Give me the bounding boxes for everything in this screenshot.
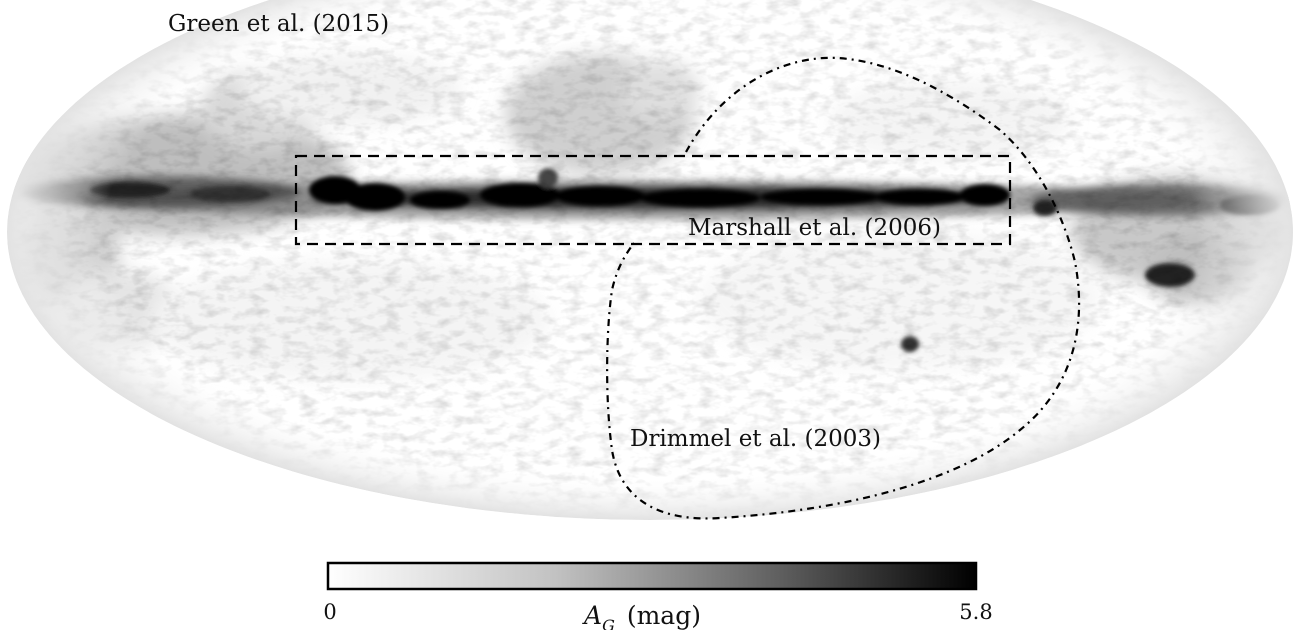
colorbar-subscript: G bbox=[602, 616, 615, 630]
colorbar-unit: (mag) bbox=[627, 601, 701, 630]
green-survey-label: Green et al. (2015) bbox=[168, 11, 389, 37]
colorbar-quantity: A bbox=[582, 601, 602, 630]
colorbar: 0 5.8 AG (mag) bbox=[323, 561, 993, 630]
drimmel-survey-label: Drimmel et al. (2003) bbox=[630, 426, 881, 452]
marshall-survey-boundary bbox=[294, 154, 1012, 246]
marshall-survey-label: Marshall et al. (2006) bbox=[688, 215, 941, 241]
colorbar-max-label: 5.8 bbox=[959, 600, 992, 624]
colorbar-axis-label: AG (mag) bbox=[582, 601, 701, 630]
all-sky-extinction-map bbox=[7, 0, 1293, 520]
colorbar-gradient bbox=[326, 561, 978, 591]
colorbar-min-label: 0 bbox=[323, 600, 336, 624]
drimmel-survey-boundary bbox=[606, 56, 1081, 520]
